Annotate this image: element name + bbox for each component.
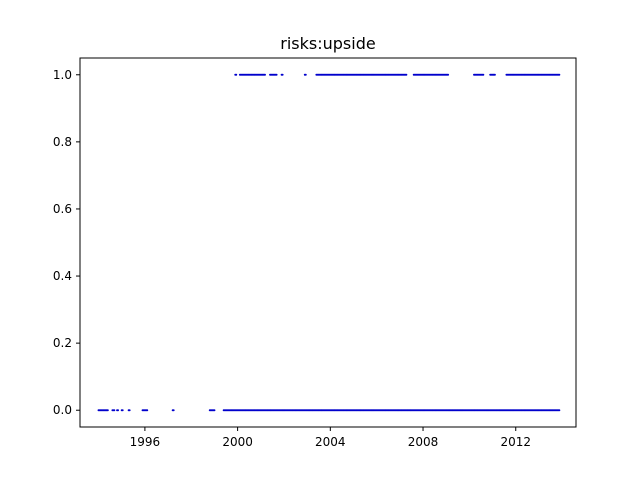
y-tick-label: 0.8 xyxy=(53,135,72,149)
y-tick-label: 0.4 xyxy=(53,269,72,283)
data-point xyxy=(113,409,116,412)
axes: 1996 2000 2004 2008 2012 0.0 0.2 0.4 0.6 0.8 1.0 xyxy=(53,57,577,449)
data-point xyxy=(263,73,266,76)
data-point xyxy=(493,73,496,76)
data-point xyxy=(447,73,450,76)
data-point xyxy=(128,409,131,412)
data-point xyxy=(213,409,216,412)
data-point xyxy=(281,73,284,76)
data-point xyxy=(235,73,238,76)
x-tick-label: 2004 xyxy=(315,435,346,449)
y-tick-label: 0.6 xyxy=(53,202,72,216)
data-point xyxy=(121,409,124,412)
x-tick-label: 2000 xyxy=(222,435,253,449)
x-tick-label: 1996 xyxy=(130,435,161,449)
data-point xyxy=(558,409,561,412)
data-point xyxy=(146,409,149,412)
data-point xyxy=(558,73,561,76)
y-tick-label: 1.0 xyxy=(53,68,72,82)
data-point xyxy=(275,73,278,76)
x-tick-label: 2008 xyxy=(408,435,439,449)
data-point xyxy=(117,409,120,412)
data-point xyxy=(304,73,307,76)
data-point xyxy=(405,73,408,76)
x-tick-label: 2012 xyxy=(500,435,531,449)
plot-frame xyxy=(79,57,577,428)
data-point xyxy=(482,73,485,76)
chart-title: risks:upside xyxy=(280,34,375,53)
data-point xyxy=(172,409,175,412)
data-points xyxy=(97,73,561,412)
y-tick-label: 0.0 xyxy=(53,403,72,417)
data-point xyxy=(106,409,109,412)
y-tick-label: 0.2 xyxy=(53,336,72,350)
